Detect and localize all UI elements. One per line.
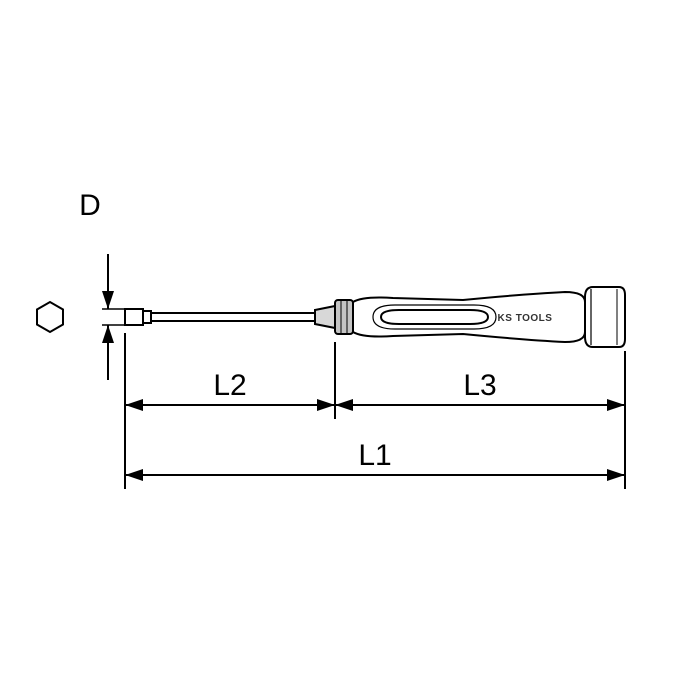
- ferrule: [315, 306, 335, 328]
- dim-label-l3: L3: [463, 369, 496, 402]
- dim-label-l2: L2: [213, 369, 246, 402]
- shaft: [151, 313, 315, 321]
- collar: [335, 300, 353, 334]
- dim-label-l1: L1: [358, 439, 391, 472]
- brand-label: KS TOOLS: [498, 313, 553, 324]
- hex-drive-icon: [37, 302, 63, 332]
- socket-tip: [125, 309, 143, 325]
- dim-label-d: D: [79, 189, 101, 222]
- dimension-diagram: KS TOOLS D L2 L3 L1: [0, 0, 700, 700]
